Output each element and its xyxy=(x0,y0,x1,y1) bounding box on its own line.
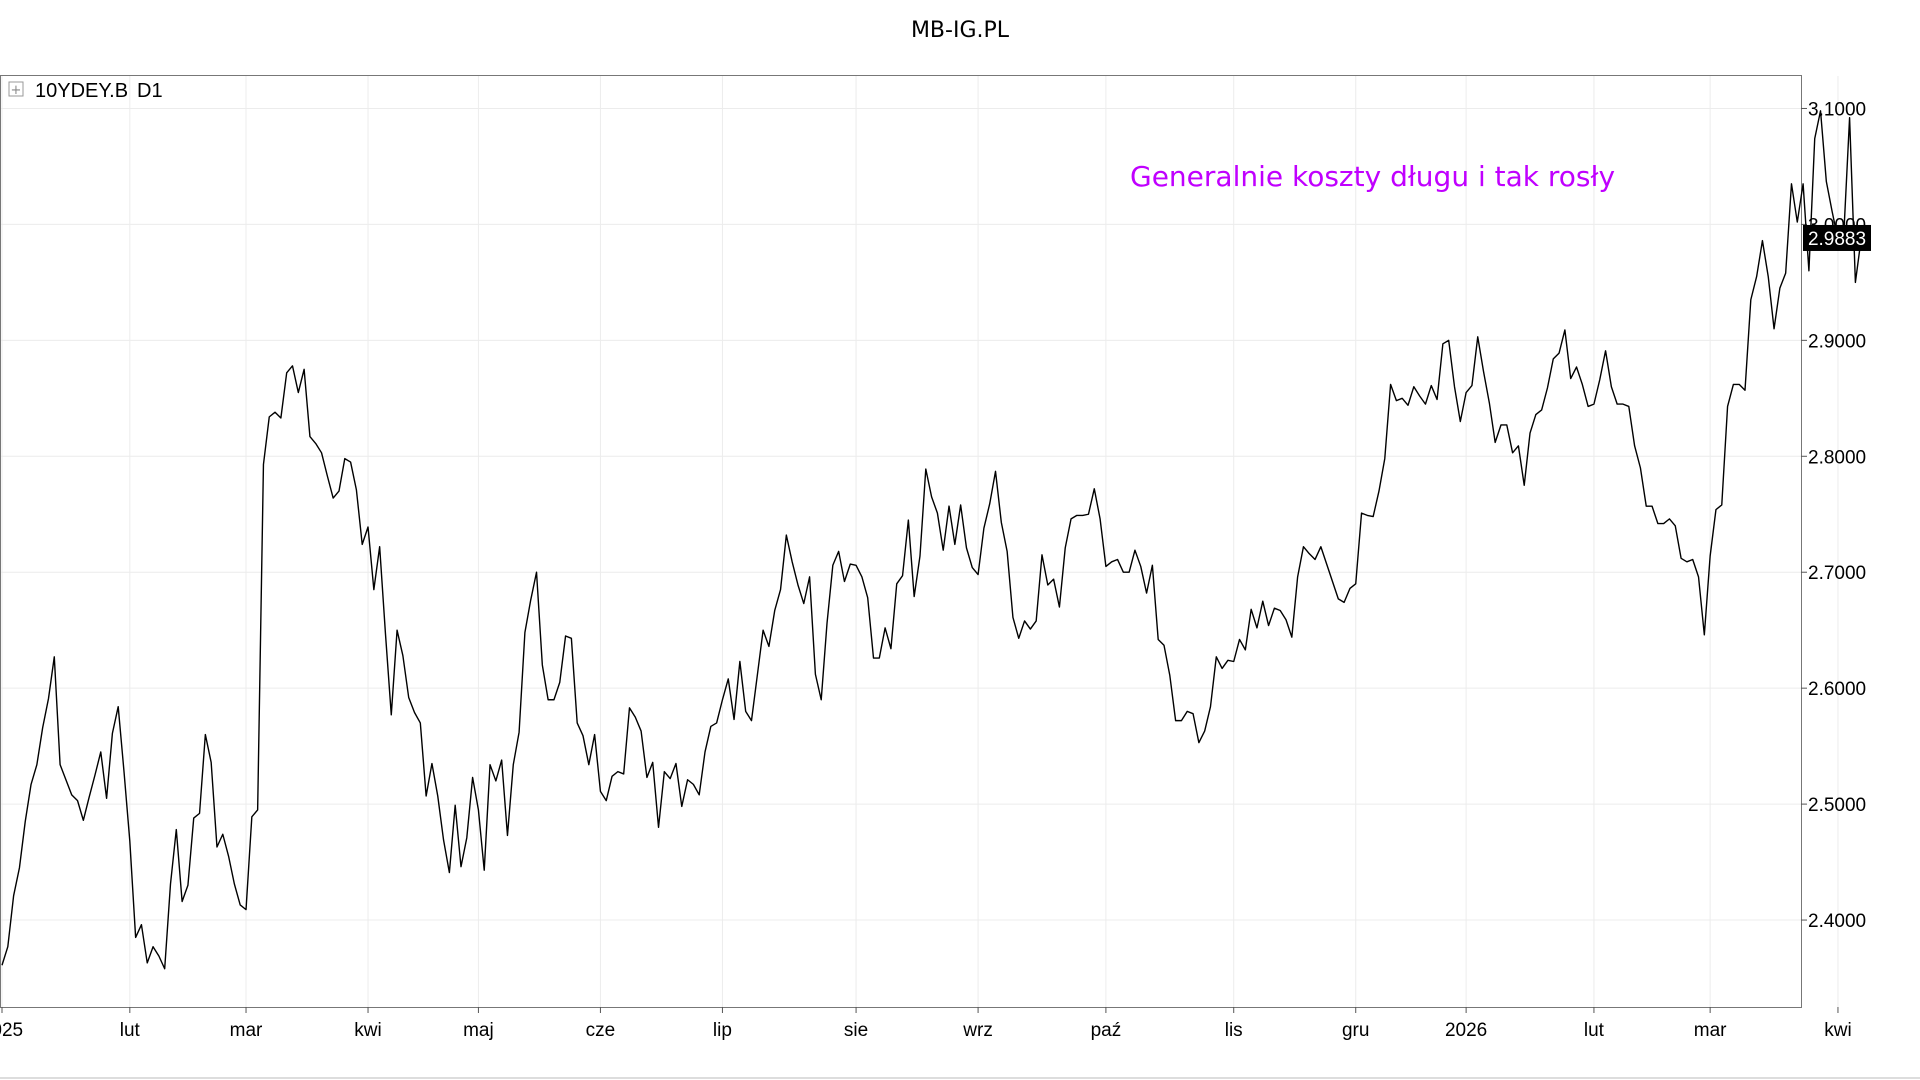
grid xyxy=(0,76,1839,1007)
annotation-text: Generalnie koszty długu i tak rosły xyxy=(1130,160,1615,193)
x-tick-label: wrz xyxy=(962,1020,993,1041)
y-tick-label: 2.9000 xyxy=(1808,331,1866,352)
y-tick-label: 2.6000 xyxy=(1808,679,1866,700)
legend-timeframe: D1 xyxy=(137,80,163,102)
x-tick-label: mar xyxy=(230,1020,263,1041)
y-tick-label: 2.5000 xyxy=(1808,795,1866,816)
expand-box[interactable] xyxy=(8,81,24,97)
x-tick-label: maj xyxy=(463,1020,494,1041)
x-tick-label: lut xyxy=(1584,1020,1605,1041)
y-tick-label: 2.8000 xyxy=(1808,447,1866,468)
x-tick-label: kwi xyxy=(354,1020,381,1041)
x-tick-label: mar xyxy=(1694,1020,1727,1041)
plot-frame xyxy=(0,75,1802,1008)
x-tick-label: 2025 xyxy=(0,1020,23,1041)
expand-symbol: + xyxy=(11,83,22,98)
x-tick-label: cze xyxy=(586,1020,616,1041)
series-line xyxy=(1,110,1862,970)
last-value-bg xyxy=(1803,224,1871,251)
legend[interactable]: + 10YDEY.B D1 xyxy=(8,80,163,102)
x-tick-label: sie xyxy=(844,1020,868,1041)
x-tick-label: lis xyxy=(1225,1020,1243,1041)
x-tick-label: lip xyxy=(713,1020,732,1041)
x-tick-label: lut xyxy=(120,1020,141,1041)
x-tick-label: kwi xyxy=(1824,1020,1851,1041)
x-tick-label: paź xyxy=(1091,1020,1122,1041)
watermark-title: MB-IG.PL xyxy=(910,18,1010,43)
legend-symbol: 10YDEY.B xyxy=(35,80,128,102)
y-tick-label: 2.7000 xyxy=(1808,563,1866,584)
x-tick-label: 2026 xyxy=(1445,1020,1487,1041)
x-tick-label: gru xyxy=(1342,1020,1369,1041)
last-value-marker: 2.9883 xyxy=(1803,224,1871,251)
y-tick-label: 2.4000 xyxy=(1808,911,1866,932)
x-axis: 2025 lut mar kwi maj cze lip sie wrz paź lis gru 202… xyxy=(0,1007,1852,1041)
last-value-label: 2.9883 xyxy=(1808,229,1866,250)
y-tick-label: 3.1000 xyxy=(1808,99,1866,120)
